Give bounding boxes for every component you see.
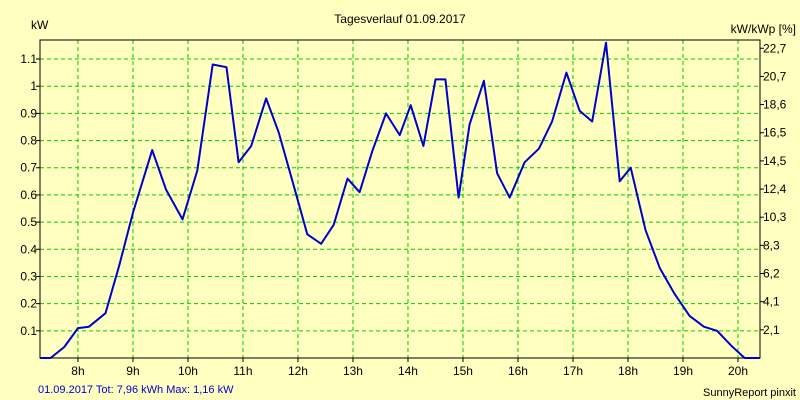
y-left-tick-label: 0.8: [20, 134, 37, 148]
y-left-tick-label: 1: [30, 79, 37, 93]
y-left-tick-label: 0.3: [20, 269, 37, 283]
series-line-power: [40, 41, 760, 359]
x-tick-label: 16h: [508, 364, 528, 378]
y-right-tick-label: 14,5: [763, 154, 787, 168]
y-right-tick-label: 16,5: [763, 126, 787, 140]
y-right-tick-label: 22,7: [763, 41, 787, 55]
series-layer: [40, 41, 760, 359]
y-right-tick-label: 20,7: [763, 69, 787, 83]
x-tick-label: 9h: [126, 364, 139, 378]
x-tick-label: 17h: [563, 364, 583, 378]
x-tick-label: 10h: [178, 364, 198, 378]
grid-layer: [40, 40, 760, 358]
x-tick-label: 15h: [453, 364, 473, 378]
y-axis-left-label: kW: [31, 18, 49, 32]
y-left-tick-label: 0.5: [20, 215, 37, 229]
y-right-tick-label: 6,2: [763, 267, 780, 281]
y-right-tick-label: 4,1: [763, 295, 780, 309]
x-tick-label: 14h: [398, 364, 418, 378]
x-tick-label: 8h: [71, 364, 84, 378]
y-right-tick-label: 12,4: [763, 182, 787, 196]
x-tick-label: 12h: [288, 364, 308, 378]
x-tick-label: 11h: [233, 364, 252, 378]
ticks-layer: 8h 9h 10h 11h 12h 13h 14h 15h 16h 17h 18h 19h 20h 0.1…: [20, 41, 786, 378]
x-tick-label: 13h: [343, 364, 363, 378]
footer-summary: 01.09.2017 Tot: 7,96 kWh Max: 1,16 kW: [38, 384, 234, 396]
plot-frame: [39, 39, 761, 359]
x-tick-label: 18h: [618, 364, 638, 378]
y-right-tick-label: 10,3: [763, 210, 787, 224]
y-left-tick-label: 0.1: [20, 324, 37, 338]
x-tick-label: 19h: [673, 364, 693, 378]
chart-title: Tagesverlauf 01.09.2017: [334, 12, 466, 26]
y-left-tick-label: 0.4: [20, 242, 37, 256]
y-axis-right-label: kW/kWp [%]: [731, 22, 796, 36]
y-right-tick-label: 2,1: [763, 323, 780, 337]
y-right-tick-label: 8,3: [763, 238, 780, 252]
y-left-tick-label: 1.1: [20, 52, 37, 66]
x-tick-label: 20h: [728, 364, 748, 378]
footer-credit: SunnyReport pinxit: [703, 387, 796, 399]
y-left-tick-label: 0.2: [20, 297, 37, 311]
y-left-tick-label: 0.6: [20, 188, 37, 202]
y-left-tick-label: 0.7: [20, 161, 37, 175]
y-right-tick-label: 18,6: [763, 98, 787, 112]
y-left-tick-label: 0.9: [20, 106, 37, 120]
